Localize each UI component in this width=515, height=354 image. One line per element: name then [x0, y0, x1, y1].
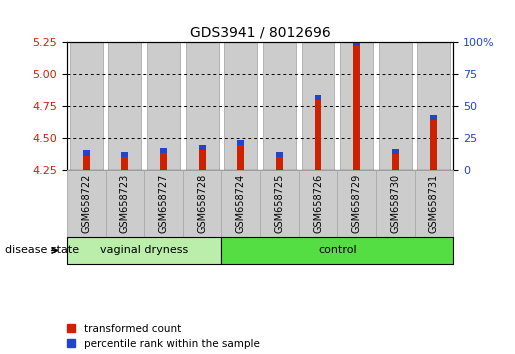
Bar	[199, 145, 205, 150]
Text: GSM658729: GSM658729	[352, 174, 362, 233]
Bar	[431, 115, 437, 120]
Bar	[353, 41, 360, 46]
Bar	[302, 42, 334, 170]
Bar	[147, 42, 180, 170]
Text: disease state: disease state	[5, 245, 79, 256]
Text: GSM658728: GSM658728	[197, 174, 207, 233]
Bar	[237, 145, 244, 170]
Text: vaginal dryness: vaginal dryness	[100, 245, 188, 256]
Bar	[160, 148, 167, 153]
Bar	[276, 157, 283, 170]
Text: GSM658727: GSM658727	[159, 174, 168, 233]
Bar	[392, 149, 399, 154]
Bar	[315, 100, 321, 170]
Text: control: control	[318, 245, 356, 256]
Text: GSM658725: GSM658725	[274, 174, 284, 233]
Bar	[263, 42, 296, 170]
Bar	[122, 157, 128, 170]
Text: GSM658726: GSM658726	[313, 174, 323, 233]
Bar	[160, 153, 167, 170]
Bar	[431, 120, 437, 170]
Bar	[392, 154, 399, 170]
Bar	[83, 150, 90, 156]
Bar	[122, 152, 128, 157]
Bar	[70, 42, 102, 170]
Text: GSM658724: GSM658724	[236, 174, 246, 233]
Text: GSM658723: GSM658723	[120, 174, 130, 233]
Bar	[379, 42, 411, 170]
Bar	[237, 140, 244, 145]
Legend: transformed count, percentile rank within the sample: transformed count, percentile rank withi…	[67, 324, 260, 349]
Text: GSM658731: GSM658731	[429, 174, 439, 233]
Bar	[276, 152, 283, 157]
Bar	[199, 150, 205, 170]
Bar	[186, 42, 218, 170]
Bar	[353, 46, 360, 170]
Bar	[83, 156, 90, 170]
Text: GSM658730: GSM658730	[390, 174, 400, 233]
Bar	[315, 95, 321, 100]
Bar	[340, 42, 373, 170]
Title: GDS3941 / 8012696: GDS3941 / 8012696	[190, 26, 331, 40]
Bar	[418, 42, 450, 170]
Bar	[109, 42, 141, 170]
Text: GSM658722: GSM658722	[81, 174, 91, 233]
Bar	[225, 42, 257, 170]
